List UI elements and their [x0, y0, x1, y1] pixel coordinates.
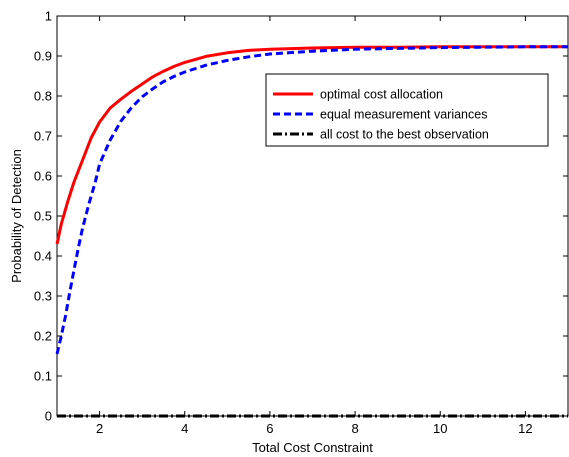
x-tick-label: 8 — [351, 421, 358, 436]
x-tick-label: 4 — [181, 421, 188, 436]
y-tick-label: 0.7 — [34, 129, 52, 144]
y-tick-label: 0.2 — [34, 329, 52, 344]
y-tick-label: 0.9 — [34, 49, 52, 64]
legend-label-1: equal measurement variances — [320, 108, 487, 122]
x-tick-label: 2 — [96, 421, 103, 436]
y-tick-label: 1 — [45, 9, 52, 24]
y-tick-label: 0.8 — [34, 89, 52, 104]
series-lines — [55, 45, 568, 418]
y-tick-label: 0.3 — [34, 289, 52, 304]
legend-label-2: all cost to the best observation — [320, 128, 489, 142]
x-tick-label: 6 — [266, 421, 273, 436]
y-tick-label: 0.5 — [34, 209, 52, 224]
y-tick-label: 0 — [45, 409, 52, 424]
legend-label-0: optimal cost allocation — [320, 88, 443, 102]
series-line-1 — [55, 45, 568, 355]
x-axis-label: Total Cost Constraint — [252, 440, 373, 455]
x-tick-label: 10 — [433, 421, 447, 436]
y-axis-label: Probability of Detection — [9, 149, 24, 283]
y-tick-label: 0.6 — [34, 169, 52, 184]
x-tick-label: 12 — [518, 421, 532, 436]
y-tick-label: 0.4 — [34, 249, 52, 264]
y-tick-label: 0.1 — [34, 369, 52, 384]
legend: optimal cost allocation equal measurement… — [265, 73, 549, 147]
